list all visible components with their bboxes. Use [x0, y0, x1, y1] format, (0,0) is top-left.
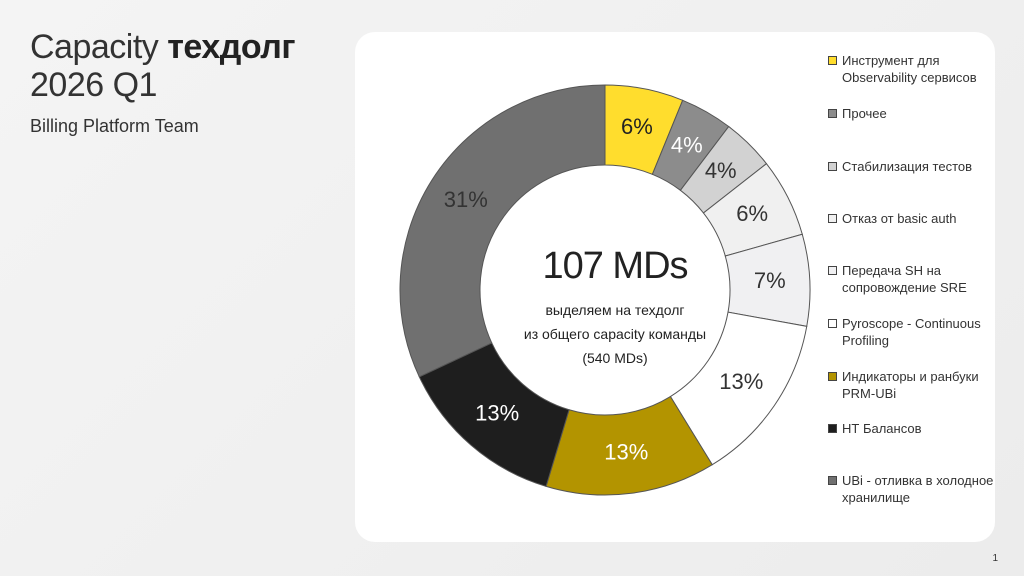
- slide-title: Capacity техдолг 2026 Q1: [30, 28, 350, 104]
- slice-label: 6%: [621, 114, 653, 139]
- slice-label: 6%: [736, 201, 768, 226]
- legend-label: Передача SH на сопровождение SRE: [842, 263, 967, 295]
- slice-label: 7%: [754, 268, 786, 293]
- legend-label: Pyroscope - Continuous Profiling: [842, 316, 981, 348]
- title-bold: техдолг: [167, 28, 296, 66]
- slice-label: 4%: [705, 158, 737, 183]
- legend-swatch: [828, 319, 837, 328]
- slice-label: 13%: [719, 369, 763, 394]
- legend-swatch: [828, 214, 837, 223]
- slice-label: 31%: [444, 187, 488, 212]
- donut-slice: [399, 84, 606, 378]
- legend-label: Отказ от basic auth: [842, 211, 957, 226]
- legend-swatch: [828, 476, 837, 485]
- center-caption: выделяем на техдолг из общего capacity к…: [495, 298, 735, 370]
- slice-label: 13%: [475, 401, 519, 426]
- legend-label: НТ Балансов: [842, 421, 922, 436]
- legend-swatch: [828, 56, 837, 65]
- center-caption-line1: выделяем на техдолг: [545, 302, 685, 318]
- legend-label: Стабилизация тестов: [842, 159, 973, 174]
- page-number: 1: [992, 553, 998, 564]
- legend-swatch: [828, 162, 837, 171]
- legend-swatch: [828, 266, 837, 275]
- legend-label: Индикаторы и ранбуки PRM-UBi: [842, 369, 979, 401]
- legend-label: Прочее: [842, 106, 887, 121]
- legend-label: Инструмент для Observability сервисов: [842, 53, 977, 85]
- center-caption-line2: из общего capacity команды: [523, 326, 707, 342]
- legend-swatch: [828, 109, 837, 118]
- title-period: 2026 Q1: [30, 66, 157, 104]
- center-caption-line3: (540 MDs): [582, 350, 648, 366]
- center-total: 107 MDs: [542, 245, 688, 287]
- slice-label: 13%: [604, 439, 648, 464]
- legend-swatch: [828, 424, 837, 433]
- legend-label: UBi - отливка в холодное хранилище: [842, 473, 994, 505]
- slice-label: 4%: [671, 132, 703, 157]
- title-light: Capacity: [30, 28, 159, 66]
- legend-swatch: [828, 372, 837, 381]
- slide-subtitle: Billing Platform Team: [30, 116, 199, 136]
